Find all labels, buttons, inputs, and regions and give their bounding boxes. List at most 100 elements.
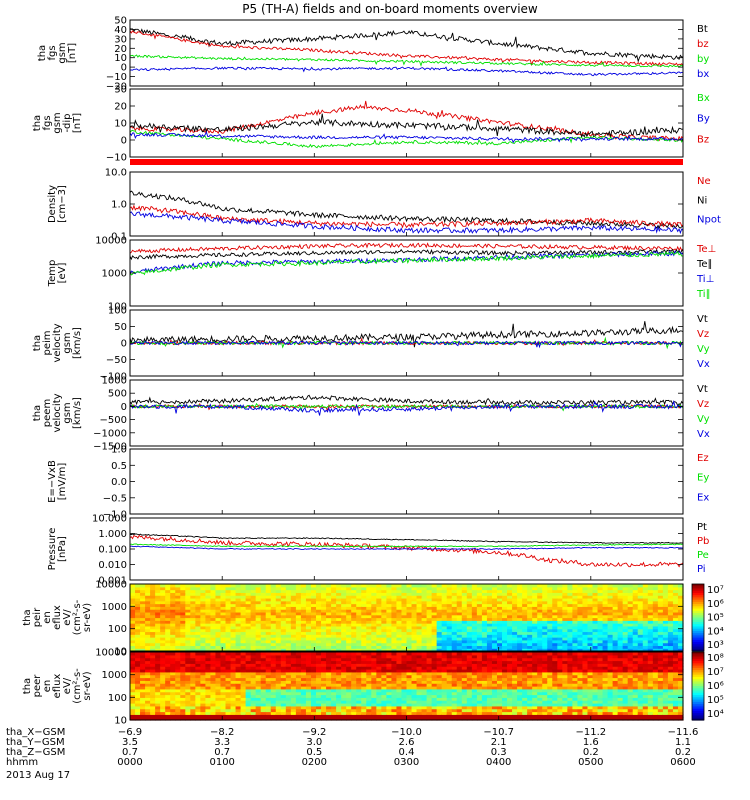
heatmap-cell [250,674,257,679]
heatmap-cell [321,617,327,621]
heatmap-cell [230,717,237,721]
heatmap-cell [371,639,377,644]
heatmap-cell [205,652,212,656]
heatmap-cell [165,688,171,693]
heatmap-cell [326,714,332,718]
heatmap-cell [190,589,196,593]
heatmap-cell [220,663,227,667]
heatmap-cell [366,609,372,613]
heatmap-cell [205,669,212,673]
heatmap-cell [240,705,247,710]
heatmap-cell [285,694,292,698]
heatmap-cell [175,620,181,624]
heatmap-cell [486,711,493,715]
heatmap-cell [265,654,272,659]
heatmap-cell [210,674,217,679]
heatmap-cell [316,597,322,602]
heatmap-cell [170,666,176,670]
heatmap-cell [486,657,493,662]
heatmap-cell [441,623,448,627]
heatmap-cell [331,700,337,704]
heatmap-cell [517,595,523,599]
heatmap-cell [250,623,257,627]
heatmap-cell [366,666,372,670]
heatmap-cell [265,603,272,607]
heatmap-cell [295,620,302,624]
heatmap-cell [401,663,408,667]
heatmap-cell [260,688,267,693]
heatmap-cell [235,609,242,613]
heatmap-cell [491,609,498,613]
heatmap-cell [436,680,443,684]
heatmap-cell [210,611,217,616]
heatmap-cell [622,648,629,652]
heatmap-cell [476,584,483,588]
heatmap-cell [290,703,297,707]
heatmap-cell [310,688,317,693]
heatmap-cell [290,680,297,684]
heatmap-cell [346,705,352,710]
heatmap-cell [210,677,217,681]
heatmap-cell [275,620,282,624]
heatmap-cell [391,703,398,707]
heatmap-cell [361,589,367,593]
heatmap-cell [647,642,654,647]
heatmap-cell [280,628,287,633]
heatmap-cell [310,609,317,613]
heatmap-cell [280,634,287,638]
heatmap-cell [527,683,533,687]
heatmap-cell [667,611,674,616]
heatmap-cell [542,686,548,690]
heatmap-cell [411,628,418,633]
heatmap-cell [210,700,217,704]
heatmap-cell [512,584,518,588]
heatmap-cell [361,592,367,596]
heatmap-cell [622,625,629,630]
heatmap-cell [617,637,624,641]
heatmap-cell [310,603,317,607]
heatmap-cell [305,631,312,635]
heatmap-cell [341,691,347,696]
heatmap-cell [326,617,332,621]
heatmap-cell [627,617,634,621]
heatmap-cell [305,686,312,690]
heatmap-cell [200,680,207,684]
heatmap-cell [441,686,448,690]
heatmap-cell [250,637,257,641]
heatmap-cell [386,586,393,591]
heatmap-cell [411,697,418,701]
heatmap-cell [441,691,448,696]
heatmap-cell [491,595,498,599]
heatmap-cell [175,677,181,681]
heatmap-cell [225,592,232,596]
heatmap-cell [381,617,387,621]
heatmap-cell [426,637,433,641]
heatmap-cell [200,584,207,588]
heatmap-cell [155,652,161,656]
heatmap-cell [361,620,367,624]
heatmap-cell [587,597,594,602]
heatmap-cell [466,597,473,602]
heatmap-cell [195,614,201,619]
heatmap-cell [401,686,408,690]
heatmap-cell [215,703,222,707]
heatmap-cell [175,609,181,613]
heatmap-cell [140,694,146,698]
heatmap-cell [130,634,136,638]
heatmap-cell [210,637,217,641]
y-tick-label: −50 [106,355,127,366]
heatmap-cell [446,603,453,607]
heatmap-cell [421,714,428,718]
heatmap-cell [265,589,272,593]
heatmap-cell [205,600,212,605]
legend-label: Te⊥ [696,244,716,255]
heatmap-cell [532,648,538,652]
heatmap-cell [466,609,473,613]
heatmap-cell [235,691,242,696]
heatmap-cell [517,711,523,715]
heatmap-cell [336,639,342,644]
heatmap-cell [165,717,171,721]
y-axis-label: velocity [52,393,63,432]
heatmap-cell [652,606,659,610]
heatmap-cell [285,686,292,690]
